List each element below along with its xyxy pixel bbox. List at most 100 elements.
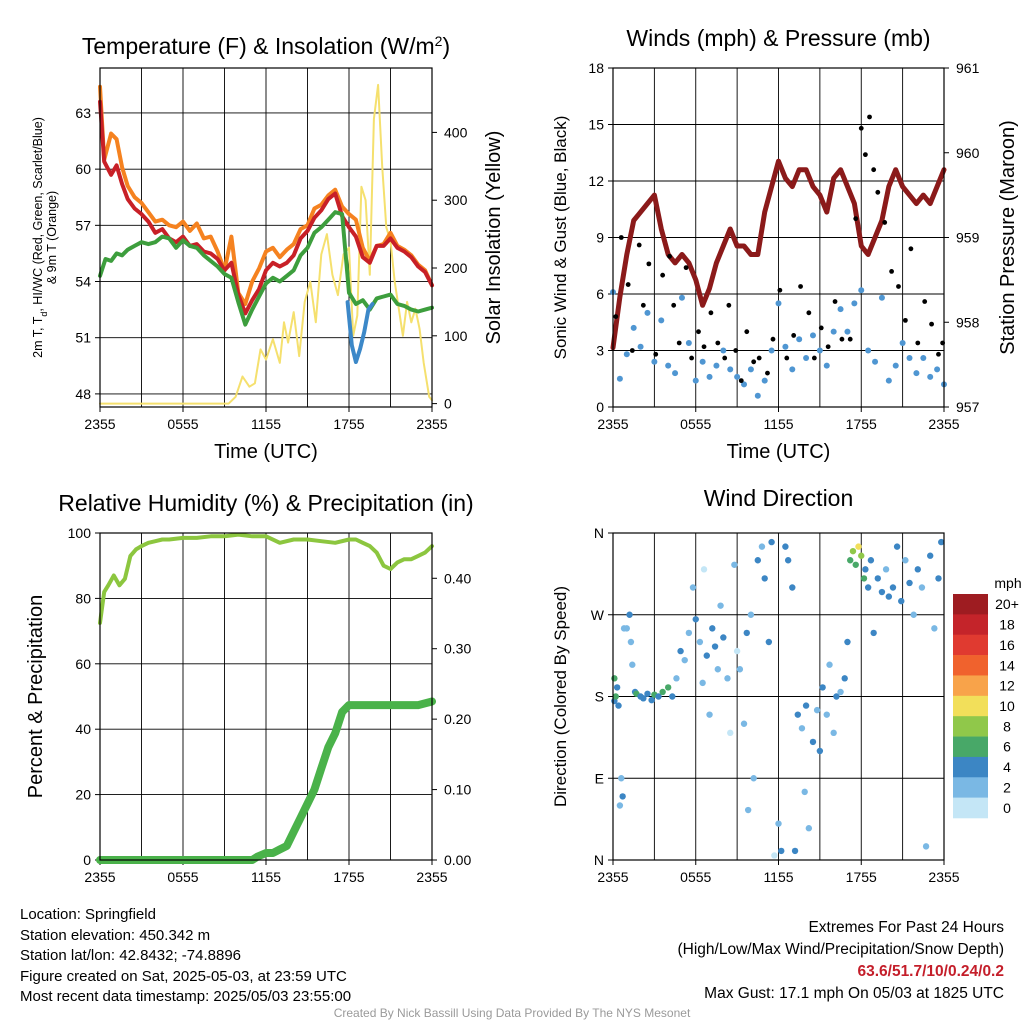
- direction-point: [809, 738, 817, 746]
- direction-point: [720, 634, 727, 641]
- data-point: [671, 302, 677, 308]
- data-point: [653, 351, 659, 357]
- data-point: [927, 373, 934, 380]
- direction-point: [612, 693, 619, 700]
- humidity-precip-panel: Relative Humidity (%) & Precipitation (i…: [25, 490, 474, 865]
- plot-frame: [612, 67, 945, 408]
- x-tick-label: 1155: [251, 869, 281, 885]
- data-point: [726, 302, 732, 308]
- data-point: [644, 309, 651, 316]
- colorbar-swatch: [953, 655, 988, 676]
- data-point: [816, 347, 823, 354]
- direction-point: [659, 688, 666, 696]
- y2-tick-label: 957: [956, 399, 980, 415]
- data-point: [756, 355, 762, 361]
- direction-point: [910, 611, 917, 618]
- data-point: [823, 362, 830, 369]
- direction-point: [844, 638, 851, 646]
- created-text: Figure created on Sat, 2025-05-03, at 23…: [20, 967, 347, 985]
- direction-point: [754, 557, 762, 564]
- data-point: [934, 366, 941, 373]
- direction-point: [794, 711, 802, 718]
- data-point: [803, 355, 810, 362]
- extremes-title: Extremes For Past 24 Hours: [808, 919, 1004, 936]
- ylabel-subscript: d: [39, 312, 49, 317]
- y2-tick-label: 0.40: [444, 570, 471, 586]
- direction-point: [867, 557, 875, 564]
- direction-point: [744, 806, 752, 814]
- x-axis-label: Time (UTC): [214, 441, 318, 463]
- direction-point: [765, 638, 773, 646]
- data-point: [899, 339, 906, 346]
- direction-point: [805, 825, 813, 832]
- direction-point: [782, 543, 789, 550]
- data-point: [871, 167, 877, 173]
- data-point: [789, 366, 796, 373]
- data-point: [777, 287, 783, 293]
- x-tick-label: 0555: [680, 869, 711, 885]
- colorbar-swatch: [953, 695, 988, 717]
- direction-point: [673, 675, 680, 682]
- direction-point: [736, 666, 744, 673]
- colorbar-label: 2: [1003, 779, 1011, 795]
- direction-point: [801, 788, 808, 796]
- direction-point: [893, 543, 901, 550]
- direction-point: [703, 652, 710, 659]
- direction-point: [615, 702, 622, 709]
- direction-point: [931, 625, 938, 632]
- direction-point: [789, 584, 796, 591]
- title-superscript: 2: [435, 33, 443, 49]
- series-line: [99, 83, 433, 405]
- max-gust-text: Max Gust: 17.1 mph On 05/03 at 1825 UTC: [704, 985, 1004, 1002]
- data-point: [851, 300, 858, 307]
- wind-direction-panel: Wind Direction Direction (Colored By Spee…: [551, 485, 988, 865]
- winds-pressure-title: Winds (mph) & Pressure (mb): [626, 25, 930, 51]
- temperature-panel: Temperature (F) & Insolation (W/m2) 2m T,…: [31, 33, 505, 412]
- direction-point: [618, 775, 625, 782]
- y2-tick-label: 0.20: [444, 711, 471, 727]
- data-point: [830, 328, 837, 335]
- data-point: [699, 358, 706, 365]
- direction-point: [709, 625, 716, 632]
- colorbar-label: 20+: [995, 596, 1019, 612]
- series-line: [345, 300, 375, 364]
- direction-point: [902, 557, 909, 564]
- direction-point: [699, 679, 706, 687]
- extremes-values: 63.6/51.7/10/0.24/0.2: [857, 963, 1004, 980]
- extremes-box: Extremes For Past 24 Hours (High/Low/Max…: [678, 917, 1005, 1005]
- x-tick-label: 2355: [416, 416, 447, 432]
- data-point: [806, 310, 812, 316]
- colorbar-label: 6: [1003, 739, 1011, 755]
- x-tick-label: 2355: [597, 869, 628, 885]
- y-tick-label: 80: [75, 590, 91, 606]
- data-point: [902, 317, 908, 323]
- x-tick-label: 1155: [763, 869, 793, 885]
- colorbar-label: 8: [1003, 718, 1011, 734]
- data-point: [867, 114, 872, 120]
- y2-tick-label: 0: [444, 396, 452, 412]
- direction-point: [852, 561, 859, 568]
- direction-point: [685, 629, 693, 637]
- data-point: [768, 347, 775, 354]
- direction-point: [711, 643, 719, 650]
- y2-tick-label: 958: [956, 314, 980, 330]
- data-point: [896, 284, 901, 289]
- data-point: [839, 336, 845, 342]
- x-tick-label: 1755: [846, 416, 877, 432]
- y-tick-label: 9: [596, 230, 604, 246]
- x-axis-label: Time (UTC): [727, 441, 831, 463]
- y-tick-label: S: [595, 689, 604, 705]
- data-point: [862, 152, 868, 158]
- x-tick-label: 1155: [251, 416, 281, 432]
- data-point: [613, 314, 619, 319]
- direction-point: [882, 566, 890, 573]
- y-axis-label: Sonic Wind & Gust (Blue, Black): [551, 116, 570, 360]
- direction-point: [878, 588, 886, 596]
- direction-point: [626, 611, 633, 618]
- y2-tick-label: 0.00: [444, 852, 471, 868]
- colorbar-swatch: [953, 634, 988, 656]
- direction-point: [906, 579, 913, 587]
- data-point: [761, 377, 768, 384]
- data-point: [713, 362, 720, 369]
- direction-point: [771, 852, 778, 859]
